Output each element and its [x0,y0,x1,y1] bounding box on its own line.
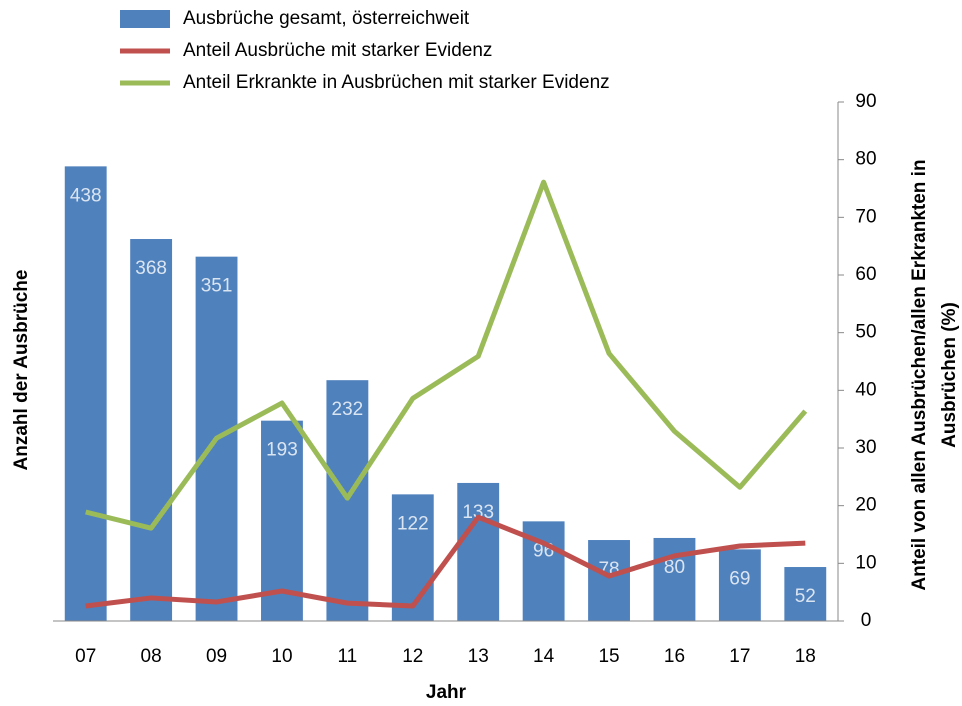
x-tick-label: 13 [468,646,489,667]
y2-tick-label: 60 [855,264,876,285]
bar-value-label: 69 [729,568,750,589]
bar [130,239,173,622]
bar-value-label: 80 [664,557,685,578]
bar [588,540,630,621]
x-tick-label: 15 [598,646,619,667]
line [85,514,806,609]
y2-tick-label: 10 [855,552,876,573]
y2-tick-label: 50 [855,322,876,343]
x-tick-label: 10 [271,646,292,667]
bar-value-label: 438 [70,185,102,206]
bar [784,567,827,621]
bar [261,420,303,621]
x-axis-title: Jahr [426,682,467,703]
legend-label: Ausbrüche gesamt, österreichweit [183,8,470,29]
y2-tick-label: 70 [855,206,876,227]
bar [457,482,500,621]
bar [391,494,434,621]
y2-tick-label: 0 [861,610,872,631]
x-tick-label: 12 [402,646,423,667]
x-tick-label: 17 [729,646,750,667]
y2-tick-label: 90 [855,91,876,112]
y2-tick-label: 40 [855,379,876,400]
x-tick-label: 16 [664,646,685,667]
bar [718,549,761,621]
legend-label: Anteil Erkrankte in Ausbrüchen mit stark… [183,72,610,93]
y2-axis-title: Ausbrüchen (%) [939,302,960,448]
y2-tick-label: 80 [855,149,876,170]
bar [653,537,696,621]
x-tick-label: 07 [75,646,96,667]
y2-tick-label: 30 [855,437,876,458]
legend-label: Anteil Ausbrüche mit starker Evidenz [183,40,492,61]
line [85,179,808,531]
bar-value-label: 193 [266,440,298,461]
bar [64,166,107,621]
x-tick-label: 08 [141,646,162,667]
bar-value-label: 232 [332,399,364,420]
y-axis-title: Anzahl der Ausbrüche [11,270,32,471]
legend-swatch [120,10,170,28]
x-tick-label: 14 [533,646,555,667]
bar-value-label: 122 [397,513,429,534]
x-tick-label: 18 [795,646,816,667]
y2-axis-title: Anteil von allen Ausbrüchen/allen Erkran… [909,159,930,590]
y2-tick-label: 20 [855,495,876,516]
bar-value-label: 351 [201,276,233,297]
x-tick-label: 09 [206,646,227,667]
bar-value-label: 52 [795,586,816,607]
x-tick-label: 11 [338,646,358,667]
bar-value-label: 368 [135,258,167,279]
